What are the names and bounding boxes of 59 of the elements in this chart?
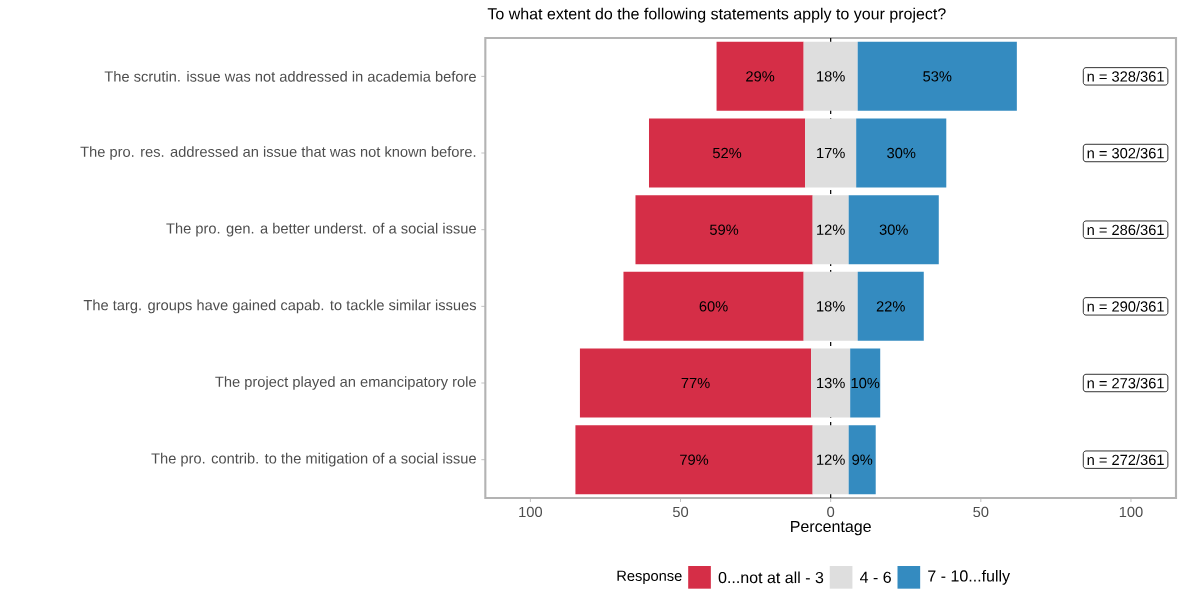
x-tick-label: 0 (827, 506, 835, 518)
data-label: 30% (887, 147, 916, 159)
legend-title: Response (617, 570, 682, 584)
y-tick-label: The scrutin. issue was not addressed in academia before (104, 70, 476, 82)
bar (812, 195, 849, 265)
y-tick-label: The pro. contrib. to the mitigation of a social issue (151, 452, 476, 467)
data-label: 13% (817, 377, 845, 389)
chart-title: To what extent do the following statements apply to your project? (487, 7, 946, 23)
data-label: 17% (817, 147, 845, 159)
y-tick-label: The project played an emancipatory role (215, 376, 476, 390)
data-label: 53% (923, 71, 952, 82)
bar (848, 425, 876, 495)
bar (805, 118, 857, 188)
bar (856, 118, 947, 188)
x-axis-title: Percentage (791, 520, 871, 536)
y-tick-label: The pro. gen. a better underst. of a social issue (166, 222, 476, 237)
data-label: 79% (680, 454, 709, 465)
y-tick-label: The pro. res. addressed an issue that was not known before. (80, 146, 476, 160)
annotation: n = 290/361 (1087, 300, 1164, 312)
bar (716, 41, 804, 111)
bar (579, 348, 812, 418)
bar (848, 195, 939, 265)
legend-label: 7 - 10...fully (928, 569, 1011, 585)
legend-label: 4 - 6 (860, 571, 891, 583)
x-tick-label: 50 (973, 506, 989, 518)
bar (575, 425, 813, 495)
annotation: n = 273/361 (1087, 377, 1164, 389)
data-label: 9% (852, 454, 873, 465)
bar (623, 271, 804, 341)
bar (857, 41, 1017, 111)
data-label: 29% (746, 71, 775, 82)
annotation: n = 272/361 (1087, 454, 1164, 466)
bar (635, 195, 813, 265)
annotation: n = 302/361 (1087, 147, 1164, 159)
data-label: 52% (712, 147, 742, 159)
bar (850, 348, 881, 418)
bar (811, 348, 851, 418)
bar (812, 425, 849, 495)
data-label: 18% (817, 71, 845, 82)
data-label: 18% (817, 301, 845, 312)
y-tick-label: The targ. groups have gained capab. to tackle similar issues (83, 299, 477, 314)
bar (803, 41, 858, 111)
legend-label: 0...not at all - 3 (718, 571, 824, 584)
x-tick-label: 50 (672, 506, 689, 518)
data-label: 30% (879, 224, 908, 235)
x-tick-label: 100 (519, 506, 543, 518)
x-tick-label: 100 (1119, 506, 1143, 518)
data-label: 22% (876, 301, 905, 312)
data-label: 12% (817, 454, 845, 465)
bar (648, 118, 806, 188)
data-label: 77% (681, 377, 710, 389)
data-label: 12% (817, 224, 845, 235)
data-label: 59% (709, 224, 739, 235)
annotation: n = 328/361 (1087, 70, 1164, 82)
data-label: 60% (699, 301, 728, 312)
bar (803, 271, 858, 341)
annotation: n = 286/361 (1087, 224, 1164, 236)
data-label: 10% (851, 377, 880, 389)
bar (857, 271, 924, 341)
